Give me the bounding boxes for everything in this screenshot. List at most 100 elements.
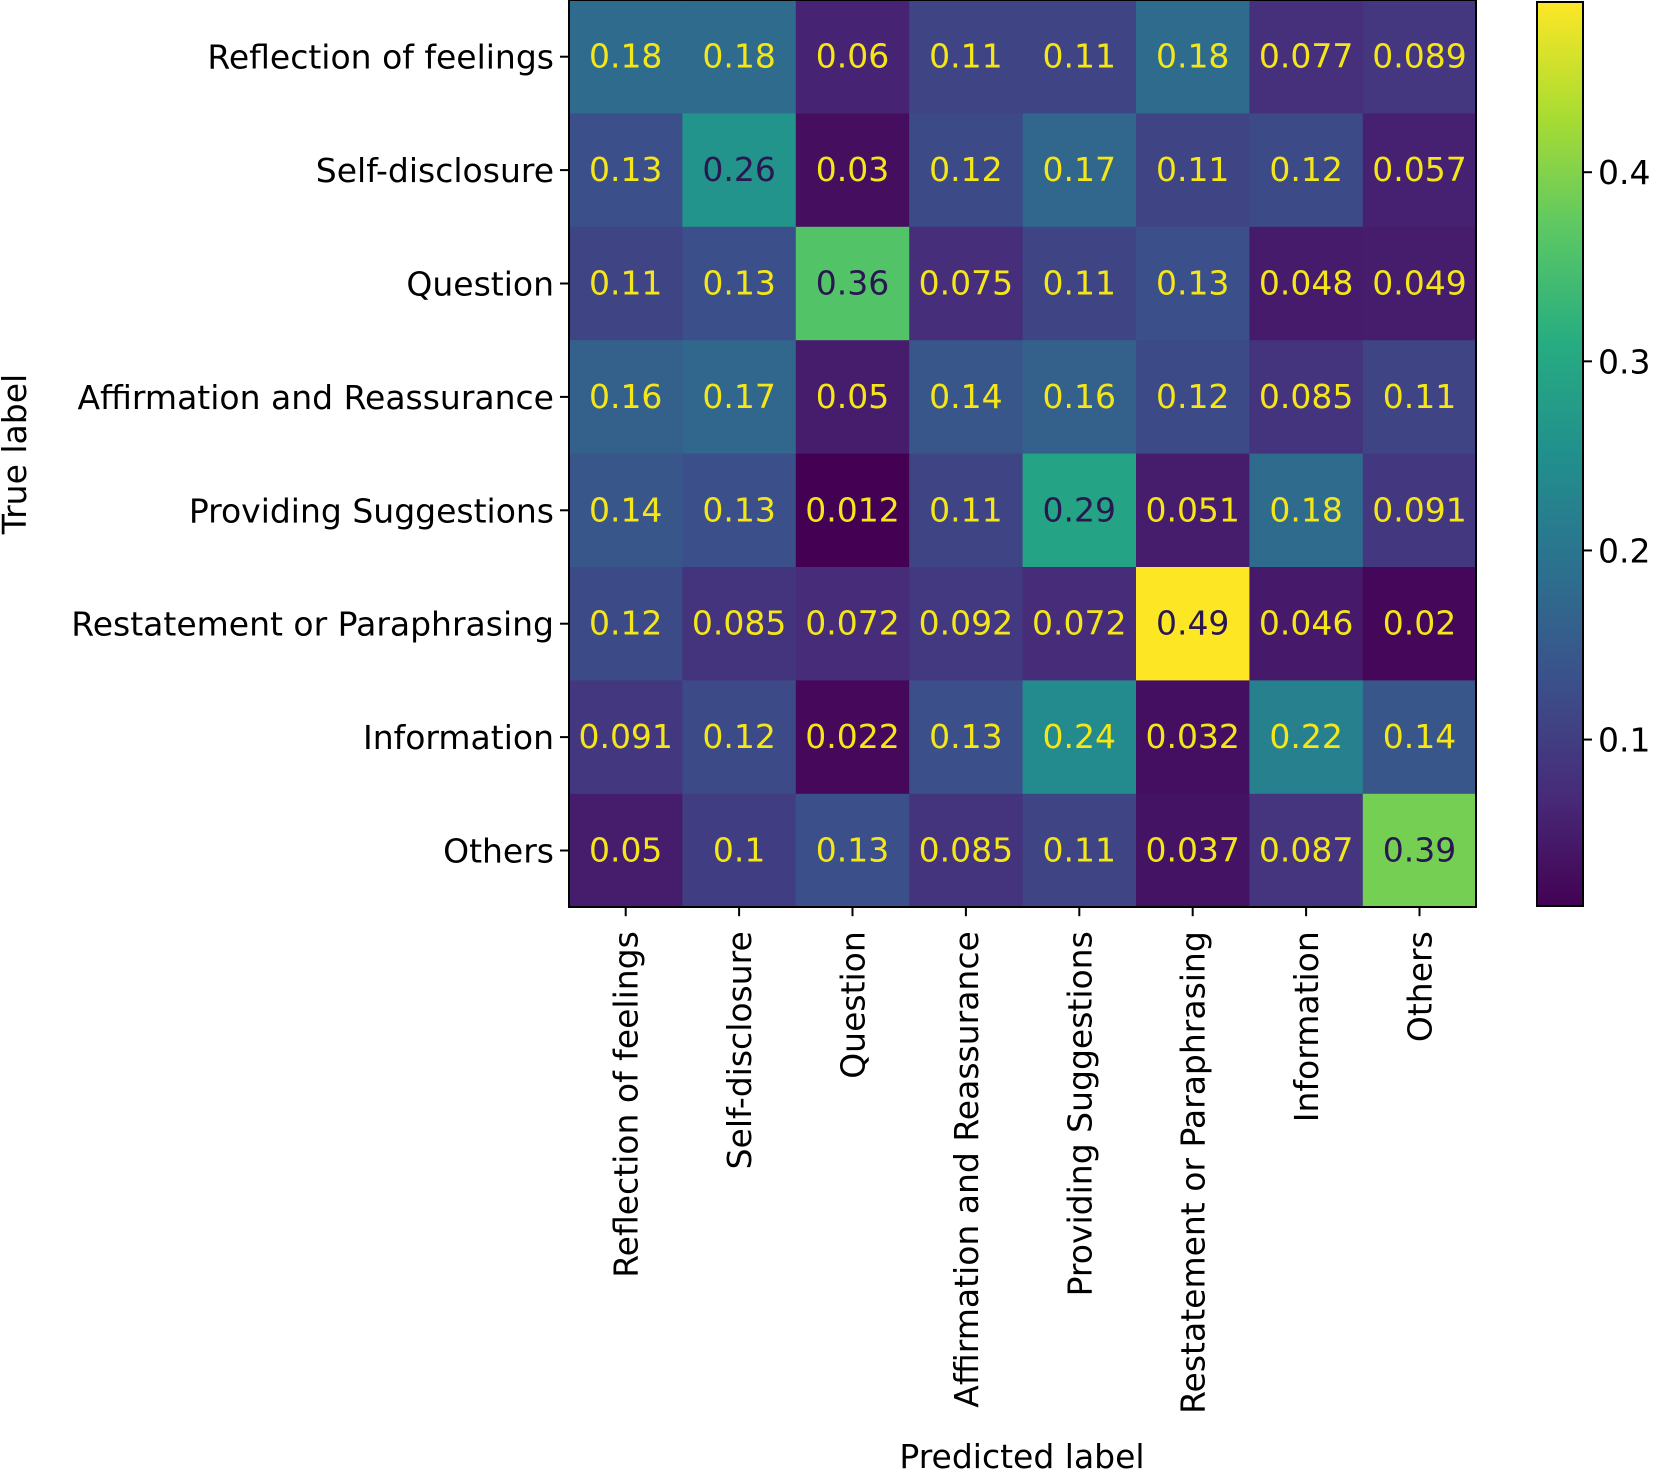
colorbar-ticks: 0.1 0.2 0.3 0.4	[1583, 153, 1650, 760]
cell-value-label: 0.24	[1043, 717, 1116, 756]
heatmap-cell	[795, 680, 910, 795]
heatmap-value-labels: 0.18 0.18 0.06 0.11 0.11 0.18 0.077 0.089 0.13 0.…	[578, 37, 1466, 870]
heatmap-cell	[682, 453, 797, 568]
cell-value-label: 0.13	[816, 831, 889, 870]
cell-value-label: 0.12	[1269, 150, 1342, 189]
cell-value-label: 0.091	[1372, 490, 1466, 529]
cell-value-label: 0.085	[919, 831, 1013, 870]
heatmap-cell	[1249, 567, 1364, 681]
heatmap-cell	[795, 113, 910, 228]
cell-value-label: 0.13	[929, 717, 1002, 756]
cell-value-label: 0.36	[816, 264, 889, 303]
heatmap-cell	[909, 226, 1024, 341]
colorbar-tick-label: 0.4	[1598, 153, 1650, 192]
heatmap-cell	[569, 453, 683, 568]
cell-value-label: 0.14	[589, 490, 662, 529]
y-tick-label: Question	[406, 265, 554, 304]
cell-value-label: 0.49	[1156, 604, 1229, 643]
cell-value-label: 0.22	[1269, 717, 1342, 756]
heatmap-cell	[909, 680, 1024, 795]
cell-value-label: 0.092	[919, 604, 1013, 643]
cell-value-label: 0.39	[1383, 831, 1456, 870]
cell-value-label: 0.29	[1043, 490, 1116, 529]
plot-frame	[568, 0, 1477, 908]
heatmap-cell	[682, 226, 797, 341]
cell-value-label: 0.18	[589, 37, 662, 76]
cell-value-label: 0.13	[702, 264, 775, 303]
cell-value-label: 0.17	[702, 377, 775, 416]
x-tick-label: Question	[834, 931, 873, 1079]
heatmap-cell	[1362, 567, 1477, 681]
cell-value-label: 0.05	[816, 377, 889, 416]
y-tick-label: Self-disclosure	[316, 151, 554, 190]
cell-value-label: 0.14	[929, 377, 1002, 416]
y-tick-label: Restatement or Paraphrasing	[71, 605, 554, 644]
cell-value-label: 0.06	[816, 37, 889, 76]
heatmap-cell	[1022, 226, 1137, 341]
cell-value-label: 0.12	[589, 604, 662, 643]
x-axis: Reflection of feelings Self-disclosure Que…	[607, 907, 1440, 1414]
heatmap-cell	[1362, 453, 1477, 568]
heatmap-cell	[1022, 340, 1137, 455]
cell-value-label: 0.1	[713, 831, 765, 870]
cell-value-label: 0.16	[1043, 377, 1116, 416]
heatmap-cell	[795, 0, 910, 114]
y-axis-title: True label	[0, 374, 34, 535]
cell-value-label: 0.037	[1145, 831, 1239, 870]
heatmap-cell	[1022, 680, 1137, 795]
x-tick-label: Reflection of feelings	[607, 931, 646, 1278]
heatmap-cell	[795, 226, 910, 341]
cell-value-label: 0.046	[1259, 604, 1353, 643]
heatmap-cell	[1249, 453, 1364, 568]
cell-value-label: 0.18	[1156, 37, 1229, 76]
x-axis-title: Predicted label	[899, 1437, 1144, 1476]
heatmap-cell	[1022, 113, 1137, 228]
heatmap-cell	[682, 567, 797, 681]
cell-value-label: 0.077	[1259, 37, 1353, 76]
heatmap-cell	[1136, 226, 1250, 341]
heatmap-cell	[1136, 453, 1250, 568]
cell-value-label: 0.17	[1043, 150, 1116, 189]
heatmap-cells	[569, 0, 1477, 908]
cell-value-label: 0.12	[1156, 377, 1229, 416]
x-tick-label: Information	[1287, 931, 1326, 1122]
cell-value-label: 0.18	[702, 37, 775, 76]
colorbar-tick-label: 0.3	[1598, 342, 1650, 381]
heatmap-cell	[1136, 680, 1250, 795]
x-tick-label: Self-disclosure	[720, 931, 759, 1169]
heatmap-cell	[569, 680, 683, 795]
heatmap-cell	[1249, 0, 1364, 114]
cell-value-label: 0.072	[1032, 604, 1126, 643]
heatmap-cell	[682, 680, 797, 795]
heatmap-cell	[1022, 453, 1137, 568]
y-tick-label: Information	[363, 718, 554, 757]
heatmap-cell	[682, 0, 797, 114]
heatmap-cell	[1136, 793, 1250, 908]
heatmap-cell	[1362, 113, 1477, 228]
x-tick-label: Providing Suggestions	[1060, 931, 1099, 1296]
y-axis: Reflection of feelings Self-disclosure Que…	[71, 38, 569, 871]
heatmap-cell	[1136, 567, 1250, 681]
cell-value-label: 0.085	[692, 604, 786, 643]
cell-value-label: 0.11	[1156, 150, 1229, 189]
cell-value-label: 0.14	[1383, 717, 1456, 756]
cell-value-label: 0.11	[1383, 377, 1456, 416]
cell-value-label: 0.032	[1145, 717, 1239, 756]
cell-value-label: 0.02	[1383, 604, 1456, 643]
heatmap-cell	[1249, 226, 1364, 341]
heatmap-cell	[1022, 793, 1137, 908]
colorbar-gradient	[1536, 1, 1584, 907]
cell-value-label: 0.091	[578, 717, 672, 756]
heatmap-cell	[909, 113, 1024, 228]
heatmap-cell	[1362, 680, 1477, 795]
cell-value-label: 0.05	[589, 831, 662, 870]
heatmap-cell	[1022, 0, 1137, 114]
cell-value-label: 0.072	[805, 604, 899, 643]
heatmap-cell	[682, 340, 797, 455]
heatmap-cell	[569, 113, 683, 228]
heatmap-cell	[909, 453, 1024, 568]
heatmap-cell	[569, 340, 683, 455]
heatmap-cell	[909, 340, 1024, 455]
cell-value-label: 0.16	[589, 377, 662, 416]
